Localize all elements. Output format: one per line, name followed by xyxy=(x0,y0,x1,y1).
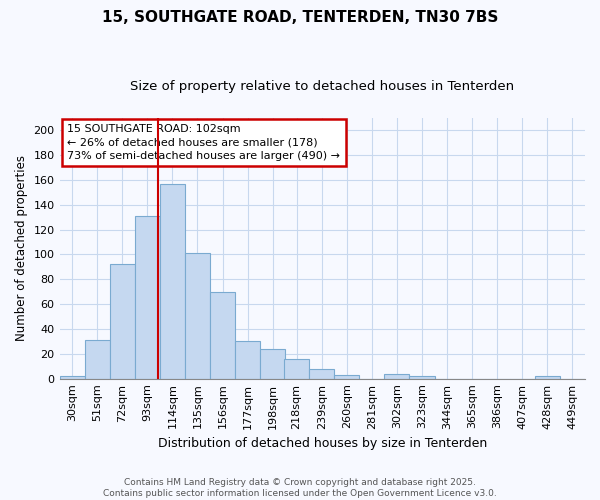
Bar xyxy=(309,368,334,378)
Bar xyxy=(235,342,260,378)
Bar xyxy=(59,376,85,378)
Bar xyxy=(135,216,160,378)
X-axis label: Distribution of detached houses by size in Tenterden: Distribution of detached houses by size … xyxy=(158,437,487,450)
Bar xyxy=(284,359,309,378)
Bar xyxy=(160,184,185,378)
Bar xyxy=(260,349,285,378)
Bar xyxy=(385,374,409,378)
Bar xyxy=(110,264,135,378)
Bar xyxy=(210,292,235,378)
Title: Size of property relative to detached houses in Tenterden: Size of property relative to detached ho… xyxy=(130,80,514,93)
Bar xyxy=(85,340,110,378)
Text: 15 SOUTHGATE ROAD: 102sqm
← 26% of detached houses are smaller (178)
73% of semi: 15 SOUTHGATE ROAD: 102sqm ← 26% of detac… xyxy=(67,124,340,160)
Text: 15, SOUTHGATE ROAD, TENTERDEN, TN30 7BS: 15, SOUTHGATE ROAD, TENTERDEN, TN30 7BS xyxy=(102,10,498,25)
Text: Contains HM Land Registry data © Crown copyright and database right 2025.
Contai: Contains HM Land Registry data © Crown c… xyxy=(103,478,497,498)
Y-axis label: Number of detached properties: Number of detached properties xyxy=(15,155,28,341)
Bar xyxy=(409,376,434,378)
Bar xyxy=(185,253,210,378)
Bar xyxy=(535,376,560,378)
Bar xyxy=(334,375,359,378)
